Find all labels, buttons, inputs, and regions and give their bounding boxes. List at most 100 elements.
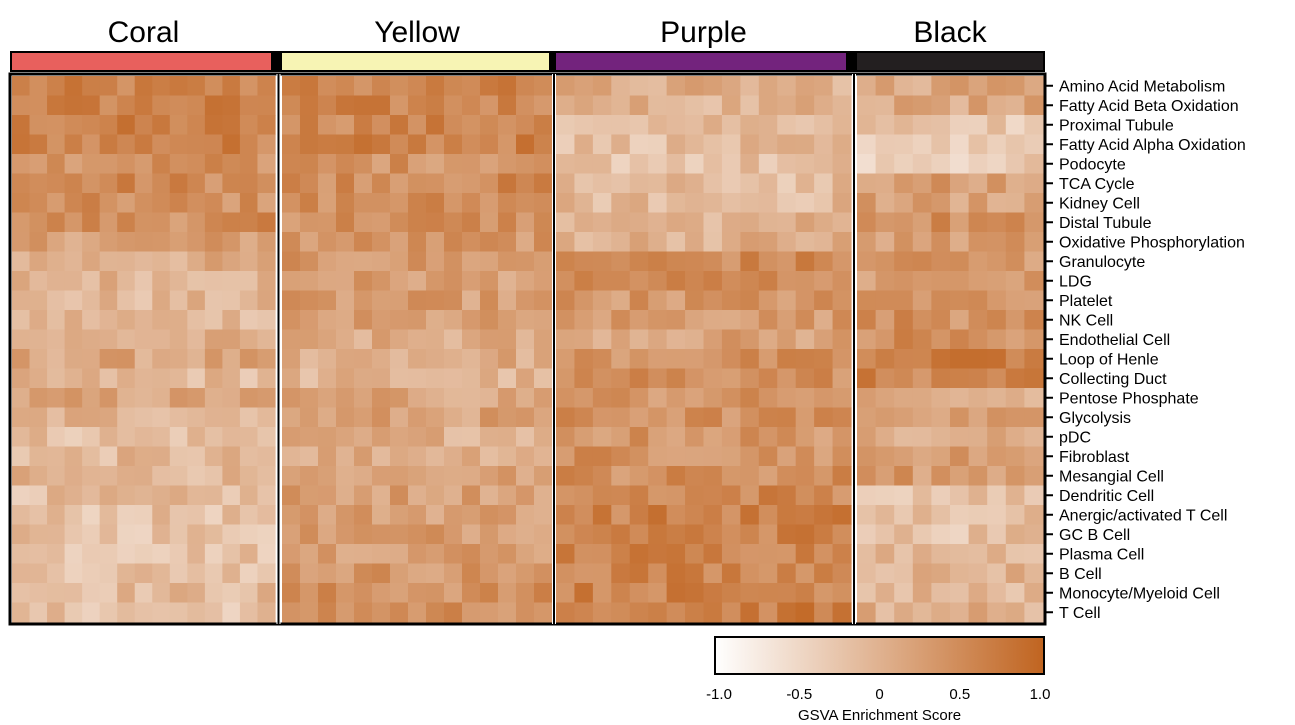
heatmap-cell — [408, 290, 427, 311]
heatmap-cell — [99, 602, 118, 623]
heatmap-cell — [931, 583, 951, 604]
heatmap-cell — [12, 290, 31, 311]
heatmap-cell — [498, 388, 517, 409]
heatmap-cell — [857, 134, 877, 155]
heatmap-cell — [408, 505, 427, 526]
heatmap-cell — [1005, 115, 1025, 136]
heatmap-cell — [795, 485, 815, 506]
heatmap-cell — [666, 407, 686, 428]
heatmap-cell — [152, 466, 171, 487]
heatmap-cell — [629, 368, 649, 389]
heatmap-cell — [950, 212, 970, 233]
heatmap-cell — [516, 271, 535, 292]
heatmap-cell — [721, 76, 741, 97]
heatmap-cell — [152, 407, 171, 428]
heatmap-cell — [336, 310, 355, 331]
heatmap-cell — [814, 544, 834, 565]
heatmap-cell — [117, 212, 136, 233]
heatmap-cell — [480, 388, 499, 409]
heatmap-cell — [169, 232, 188, 253]
heatmap-cell — [300, 310, 319, 331]
heatmap-cell — [516, 115, 535, 136]
heatmap-cell — [574, 349, 594, 370]
heatmap-cell — [777, 368, 797, 389]
heatmap-cell — [390, 602, 409, 623]
heatmap-cell — [574, 544, 594, 565]
heatmap-cell — [758, 95, 778, 116]
group-bar-coral — [12, 53, 271, 70]
heatmap-cell — [777, 407, 797, 428]
heatmap-cell — [29, 485, 48, 506]
heatmap-cell — [282, 232, 301, 253]
heatmap-cell — [134, 427, 153, 448]
heatmap-cell — [611, 524, 631, 545]
heatmap-cell — [931, 154, 951, 175]
heatmap-cell — [82, 446, 101, 467]
heatmap-cell — [82, 505, 101, 526]
heatmap-cell — [740, 485, 760, 506]
heatmap-cell — [408, 154, 427, 175]
heatmap-cell — [740, 173, 760, 194]
heatmap-cell — [987, 212, 1007, 233]
heatmap-cell — [516, 563, 535, 584]
heatmap-cell — [462, 427, 481, 448]
heatmap-cell — [354, 524, 373, 545]
heatmap-cell — [703, 349, 723, 370]
heatmap-cell — [372, 251, 391, 272]
heatmap-cell — [721, 427, 741, 448]
heatmap-cell — [721, 505, 741, 526]
heatmap-cell — [758, 602, 778, 623]
heatmap-cell — [257, 193, 276, 214]
heatmap-cell — [857, 563, 877, 584]
heatmap-cell — [99, 232, 118, 253]
heatmap-cell — [987, 193, 1007, 214]
heatmap-cell — [257, 115, 276, 136]
heatmap-cell — [648, 173, 668, 194]
heatmap-cell — [47, 446, 66, 467]
heatmap-cell — [222, 563, 241, 584]
heatmap-cell — [372, 115, 391, 136]
heatmap-cell — [574, 310, 594, 331]
heatmap-cell — [721, 232, 741, 253]
heatmap-cell — [777, 173, 797, 194]
heatmap-cell — [740, 368, 760, 389]
heatmap-cell — [426, 134, 445, 155]
heatmap-cell — [1024, 524, 1044, 545]
heatmap-cell — [390, 95, 409, 116]
heatmap-cell — [740, 95, 760, 116]
heatmap-cell — [795, 271, 815, 292]
heatmap-cell — [12, 115, 31, 136]
heatmap-cell — [574, 505, 594, 526]
heatmap-cell — [814, 115, 834, 136]
heatmap-cell — [931, 368, 951, 389]
heatmap-cell — [99, 485, 118, 506]
heatmap-cell — [894, 368, 914, 389]
heatmap-cell — [857, 290, 877, 311]
heatmap-cell — [931, 193, 951, 214]
heatmap-cell — [795, 76, 815, 97]
heatmap-cell — [912, 193, 932, 214]
heatmap-cell — [372, 544, 391, 565]
heatmap-cell — [64, 524, 83, 545]
heatmap-cell — [29, 310, 48, 331]
row-label: Endothelial Cell — [1059, 332, 1170, 349]
heatmap-cell — [832, 76, 852, 97]
heatmap-cell — [814, 76, 834, 97]
heatmap-cell — [408, 173, 427, 194]
heatmap-cell — [814, 271, 834, 292]
heatmap-cell — [480, 173, 499, 194]
heatmap-cell — [282, 466, 301, 487]
heatmap-cell — [795, 310, 815, 331]
heatmap-cell — [832, 154, 852, 175]
heatmap-cell — [134, 271, 153, 292]
heatmap-cell — [47, 427, 66, 448]
heatmap-cell — [875, 407, 895, 428]
heatmap-cell — [282, 173, 301, 194]
heatmap-cell — [814, 290, 834, 311]
heatmap-cell — [950, 173, 970, 194]
group-titles: Coral Yellow Purple Black — [108, 16, 988, 49]
heatmap-cell — [29, 524, 48, 545]
heatmap-cell — [703, 212, 723, 233]
heatmap-cell — [950, 446, 970, 467]
heatmap-cell — [318, 173, 337, 194]
